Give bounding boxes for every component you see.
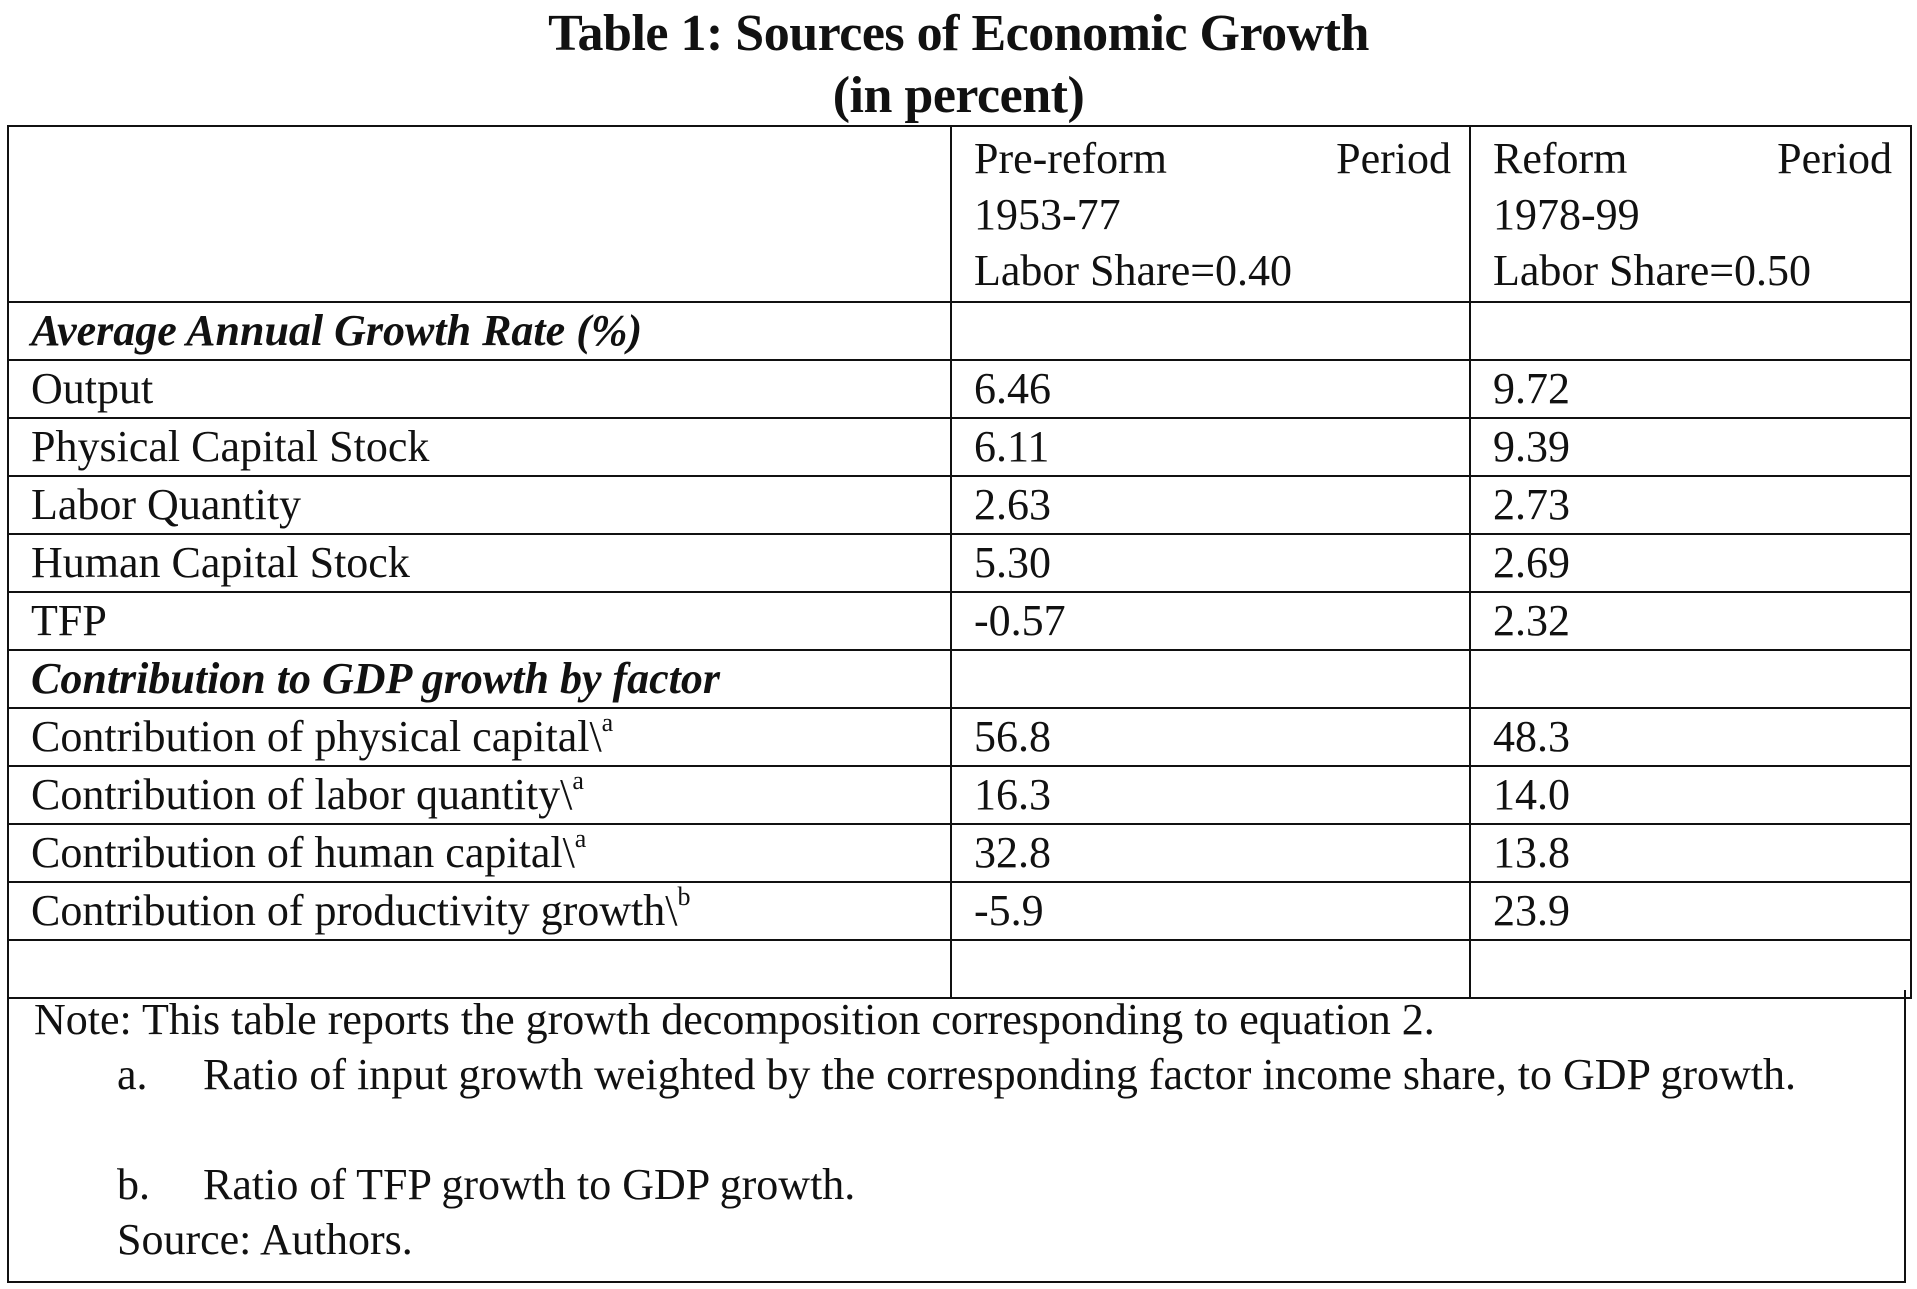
table-row: Output 6.46 9.72 xyxy=(7,359,1912,419)
header-reform-labor-share: Labor Share=0.50 xyxy=(1493,246,1812,295)
pre-reform-value: 32.8 xyxy=(950,823,1471,883)
reform-value: 9.72 xyxy=(1469,359,1912,419)
row-label: Labor Quantity xyxy=(7,475,952,535)
header-pre-reform-labor-share: Labor Share=0.40 xyxy=(974,246,1293,295)
row-label: Output xyxy=(7,359,952,419)
row-label-text: Contribution of productivity growth\ xyxy=(31,886,678,935)
reform-value: 2.69 xyxy=(1469,533,1912,593)
source-line: Source: Authors. xyxy=(117,1215,413,1264)
footnote-marker: b xyxy=(677,882,691,912)
row-label: Human Capital Stock xyxy=(7,533,952,593)
pre-reform-value: 5.30 xyxy=(950,533,1471,593)
table-header-row: Pre-reform Period 1953-77 Labor Share=0.… xyxy=(7,125,1912,303)
table-row: Human Capital Stock 5.30 2.69 xyxy=(7,533,1912,593)
pre-reform-value: 6.11 xyxy=(950,417,1471,477)
footnote-b-text: Ratio of TFP growth to GDP growth. xyxy=(203,1160,856,1209)
table-row: TFP -0.57 2.32 xyxy=(7,591,1912,651)
table-subtitle: (in percent) xyxy=(832,67,1085,124)
header-empty-cell xyxy=(7,125,952,303)
row-label: Contribution of productivity growth\b xyxy=(7,881,952,941)
table-row: Contribution of human capital\a 32.8 13.… xyxy=(7,823,1912,883)
footnote-b-marker: b. xyxy=(117,1160,150,1209)
header-reform-years: 1978-99 xyxy=(1493,190,1640,239)
row-label-text: Contribution of human capital\ xyxy=(31,828,575,877)
pre-reform-value: 2.63 xyxy=(950,475,1471,535)
footnote-marker: a xyxy=(574,824,587,854)
header-pre-reform-period: Period xyxy=(1336,134,1451,183)
footnote-a-marker: a. xyxy=(117,1050,148,1099)
row-label: Contribution of physical capital\a xyxy=(7,707,952,767)
empty-cell xyxy=(1469,939,1912,999)
row-label: Contribution of human capital\a xyxy=(7,823,952,883)
section-heading-growth-rate: Average Annual Growth Rate (%) xyxy=(7,301,952,361)
reform-value: 14.0 xyxy=(1469,765,1912,825)
row-label-text: Contribution of physical capital\ xyxy=(31,712,602,761)
reform-value: 48.3 xyxy=(1469,707,1912,767)
section-heading-row: Average Annual Growth Rate (%) xyxy=(7,301,1912,361)
reform-value: 9.39 xyxy=(1469,417,1912,477)
section-heading-contribution: Contribution to GDP growth by factor xyxy=(7,649,952,709)
empty-cell xyxy=(950,939,1471,999)
table-row: Physical Capital Stock 6.11 9.39 xyxy=(7,417,1912,477)
header-reform: Reform Period 1978-99 Labor Share=0.50 xyxy=(1469,125,1912,303)
pre-reform-value: 6.46 xyxy=(950,359,1471,419)
notes-box: Note: This table reports the growth deco… xyxy=(7,990,1906,1283)
header-pre-reform-years: 1953-77 xyxy=(974,190,1121,239)
empty-cell xyxy=(950,301,1471,361)
section-heading-row: Contribution to GDP growth by factor xyxy=(7,649,1912,709)
growth-table: Pre-reform Period 1953-77 Labor Share=0.… xyxy=(7,125,1912,999)
reform-value: 2.73 xyxy=(1469,475,1912,535)
header-reform-label: Reform xyxy=(1493,134,1628,183)
blank-row xyxy=(7,939,1912,999)
footnote-b: b. Ratio of TFP growth to GDP growth. xyxy=(117,1157,1887,1212)
note-intro: Note: This table reports the growth deco… xyxy=(34,995,1435,1044)
footnote-a-text: Ratio of input growth weighted by the co… xyxy=(203,1050,1797,1099)
pre-reform-value: 56.8 xyxy=(950,707,1471,767)
row-label: Contribution of labor quantity\a xyxy=(7,765,952,825)
header-pre-reform: Pre-reform Period 1953-77 Labor Share=0.… xyxy=(950,125,1471,303)
row-label: Physical Capital Stock xyxy=(7,417,952,477)
header-reform-period: Period xyxy=(1777,134,1892,183)
pre-reform-value: -5.9 xyxy=(950,881,1471,941)
pre-reform-value: 16.3 xyxy=(950,765,1471,825)
row-label: TFP xyxy=(7,591,952,651)
reform-value: 2.32 xyxy=(1469,591,1912,651)
table-row: Contribution of productivity growth\b -5… xyxy=(7,881,1912,941)
pre-reform-value: -0.57 xyxy=(950,591,1471,651)
footnote-marker: a xyxy=(572,766,584,796)
empty-cell xyxy=(1469,301,1912,361)
reform-value: 13.8 xyxy=(1469,823,1912,883)
empty-cell xyxy=(950,649,1471,709)
footnote-marker: a xyxy=(601,708,614,738)
table-row: Contribution of physical capital\a 56.8 … xyxy=(7,707,1912,767)
reform-value: 23.9 xyxy=(1469,881,1912,941)
empty-cell xyxy=(1469,649,1912,709)
table-row: Contribution of labor quantity\a 16.3 14… xyxy=(7,765,1912,825)
table-row: Labor Quantity 2.63 2.73 xyxy=(7,475,1912,535)
table-title: Table 1: Sources of Economic Growth xyxy=(548,5,1369,62)
empty-cell xyxy=(7,939,952,999)
footnote-a: a. Ratio of input growth weighted by the… xyxy=(117,1047,1887,1157)
row-label-text: Contribution of labor quantity\ xyxy=(31,770,573,819)
header-pre-reform-label: Pre-reform xyxy=(974,134,1168,183)
